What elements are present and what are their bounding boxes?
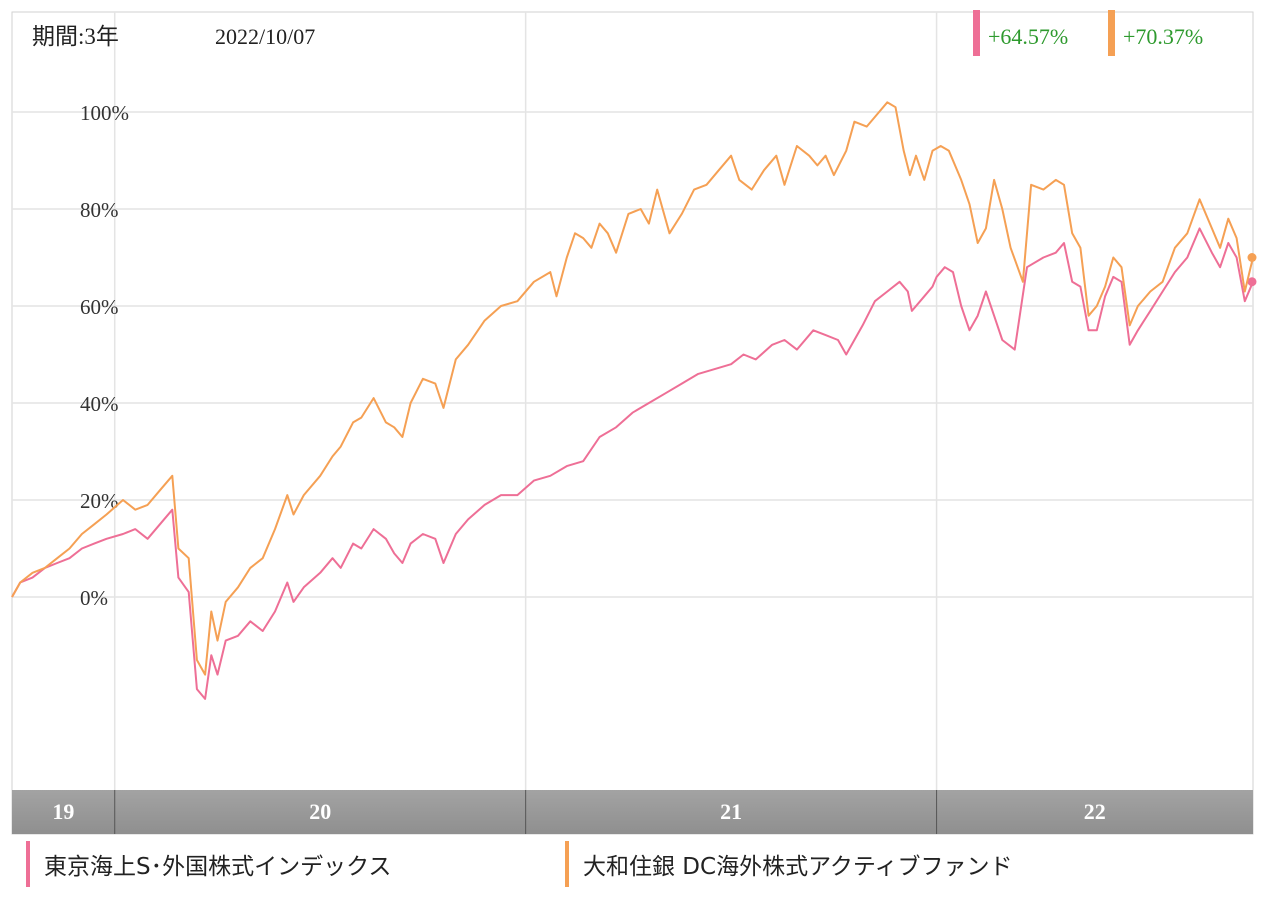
timeline-background — [12, 790, 1253, 834]
grid — [12, 12, 1253, 790]
y-tick-label: 100% — [80, 101, 129, 125]
chart-date: 2022/10/07 — [215, 24, 315, 49]
return-value-1: +64.57% — [988, 24, 1068, 49]
legend-swatch-pink — [26, 841, 30, 887]
legend-label: 東京海上S･外国株式インデックス — [44, 854, 392, 880]
legend-label: 大和住銀 DC海外株式アクティブファンド — [583, 854, 1013, 880]
return-swatch-2 — [1108, 10, 1115, 56]
series-line-2 — [11, 101, 1254, 676]
series-lines — [11, 101, 1257, 700]
y-tick-label: 40% — [80, 392, 119, 416]
chart-border — [11, 11, 1254, 835]
legend-swatch-orange — [565, 841, 569, 887]
x-tick-label: 22 — [1084, 799, 1106, 824]
return-value-2: +70.37% — [1123, 24, 1203, 49]
series-end-marker — [1247, 277, 1257, 287]
x-tick-label: 21 — [720, 799, 742, 824]
y-tick-label: 60% — [80, 295, 119, 319]
legend-item-daiwa-sumigin: 大和住銀 DC海外株式アクティブファンド — [565, 840, 1013, 888]
x-tick-label: 19 — [52, 799, 74, 824]
y-tick-label: 0% — [80, 586, 108, 610]
series-line-1 — [11, 227, 1254, 700]
y-tick-label: 80% — [80, 198, 119, 222]
legend-item-tokio-marine: 東京海上S･外国株式インデックス — [26, 840, 391, 888]
return-swatch-1 — [973, 10, 980, 56]
timeline-bar: 19 20 21 22 — [12, 790, 1253, 834]
period-label: 期間:3年 — [32, 24, 119, 49]
series-end-marker — [1247, 253, 1257, 262]
x-tick-label: 20 — [309, 799, 331, 824]
y-axis-ticks: 0%20%40%60%80%100% — [80, 101, 129, 610]
